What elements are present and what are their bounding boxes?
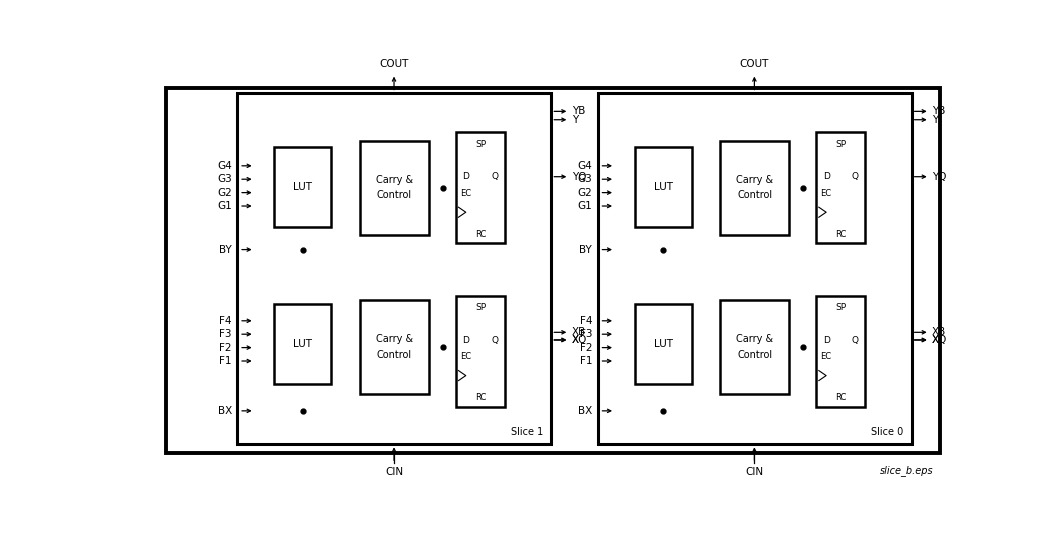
Text: F1: F1 (219, 356, 231, 366)
Text: G2: G2 (578, 188, 592, 197)
Text: EC: EC (821, 352, 832, 361)
Text: X: X (932, 335, 939, 345)
Bar (816, 296, 865, 407)
Text: G3: G3 (217, 174, 231, 184)
Text: G4: G4 (578, 161, 592, 171)
Text: Control: Control (377, 190, 412, 200)
Text: SP: SP (835, 139, 847, 149)
Text: Control: Control (377, 349, 412, 360)
Text: SP: SP (835, 303, 847, 312)
Text: BY: BY (219, 245, 231, 255)
Text: EC: EC (821, 189, 832, 198)
Text: G3: G3 (578, 174, 592, 184)
Bar (721, 300, 789, 394)
Text: F2: F2 (219, 343, 231, 353)
Text: F2: F2 (580, 343, 592, 353)
Text: XB: XB (572, 327, 586, 337)
Text: D: D (462, 172, 469, 181)
Text: YB: YB (572, 107, 585, 116)
Text: COUT: COUT (380, 59, 409, 70)
Text: G4: G4 (217, 161, 231, 171)
Text: CIN: CIN (745, 467, 764, 478)
Text: RC: RC (474, 393, 486, 402)
Text: F1: F1 (580, 356, 592, 366)
Text: F4: F4 (219, 316, 231, 326)
Text: BX: BX (578, 406, 592, 416)
Bar (634, 147, 691, 226)
Bar (360, 300, 429, 394)
Text: Q: Q (852, 172, 859, 181)
Text: RC: RC (474, 230, 486, 239)
Text: YQ: YQ (932, 172, 947, 182)
Text: RC: RC (835, 230, 847, 239)
Bar (721, 141, 789, 235)
Text: F4: F4 (580, 316, 592, 326)
Text: Control: Control (737, 349, 772, 360)
Text: Control: Control (737, 190, 772, 200)
Bar (238, 92, 551, 444)
Text: Slice 0: Slice 0 (871, 427, 904, 437)
Text: COUT: COUT (740, 59, 769, 70)
Text: D: D (823, 336, 830, 344)
Text: G1: G1 (217, 201, 231, 211)
Text: F3: F3 (219, 329, 231, 339)
Text: Carry &: Carry & (376, 335, 413, 344)
Text: CIN: CIN (385, 467, 403, 478)
Text: EC: EC (460, 189, 471, 198)
Bar (275, 304, 331, 384)
Text: D: D (823, 172, 830, 181)
Text: X: X (572, 335, 579, 345)
Text: F3: F3 (580, 329, 592, 339)
Text: YB: YB (932, 107, 946, 116)
Text: LUT: LUT (294, 182, 312, 191)
Text: LUT: LUT (653, 339, 672, 349)
Bar (598, 92, 912, 444)
Bar (816, 132, 865, 243)
Text: Q: Q (852, 336, 859, 344)
Text: Q: Q (491, 172, 499, 181)
Bar (634, 304, 691, 384)
Text: BY: BY (580, 245, 592, 255)
Text: G1: G1 (578, 201, 592, 211)
Text: EC: EC (460, 352, 471, 361)
Bar (166, 88, 940, 453)
Bar (456, 132, 505, 243)
Text: RC: RC (835, 393, 847, 402)
Text: XQ: XQ (932, 335, 948, 345)
Bar (275, 147, 331, 226)
Text: Y: Y (932, 115, 938, 125)
Text: G2: G2 (217, 188, 231, 197)
Text: YQ: YQ (572, 172, 586, 182)
Text: XB: XB (932, 327, 947, 337)
Text: LUT: LUT (294, 339, 312, 349)
Text: SP: SP (474, 139, 486, 149)
Text: D: D (462, 336, 469, 344)
Text: Carry &: Carry & (736, 335, 773, 344)
Bar (360, 141, 429, 235)
Text: SP: SP (474, 303, 486, 312)
Text: Carry &: Carry & (376, 175, 413, 186)
Text: BX: BX (218, 406, 231, 416)
Text: Slice 1: Slice 1 (511, 427, 543, 437)
Text: slice_b.eps: slice_b.eps (881, 465, 934, 476)
Text: Q: Q (491, 336, 499, 344)
Text: Carry &: Carry & (736, 175, 773, 186)
Text: XQ: XQ (572, 335, 587, 345)
Text: LUT: LUT (653, 182, 672, 191)
Bar (456, 296, 505, 407)
Text: Y: Y (572, 115, 578, 125)
